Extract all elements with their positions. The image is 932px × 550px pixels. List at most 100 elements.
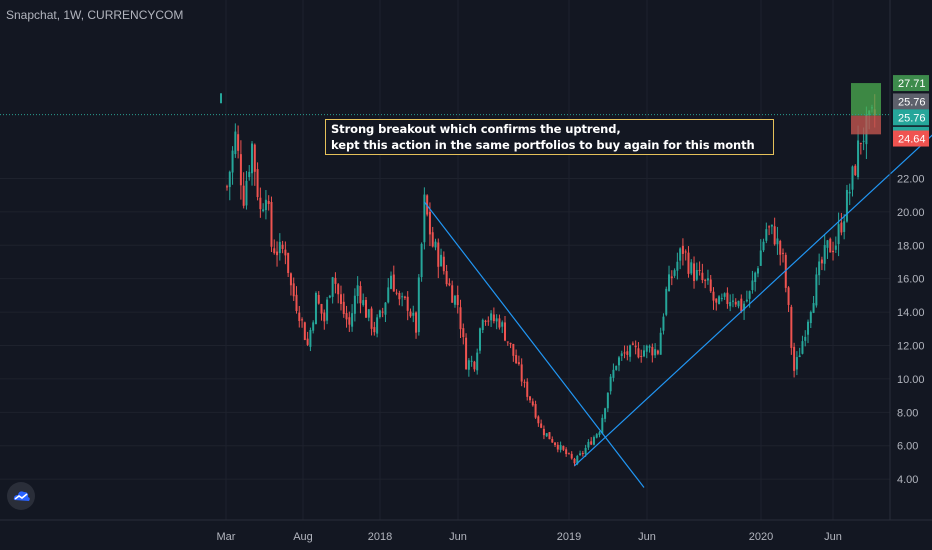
- price-axis[interactable]: 4.00 6.00 8.00 10.00 12.00 14.00 16.00 18.00 20.…: [897, 173, 925, 486]
- candle-body: [567, 453, 570, 455]
- loss-zone[interactable]: [851, 115, 881, 135]
- candle-body: [262, 209, 265, 212]
- price-tick-label: 6.00: [897, 441, 918, 453]
- candle-body: [673, 270, 676, 276]
- candle-body: [476, 352, 479, 371]
- candle-body: [465, 337, 468, 370]
- time-axis[interactable]: Mar Aug 2018 Jun 2019 Jun 2020 Jun: [217, 531, 842, 543]
- candle-body: [779, 240, 782, 255]
- time-tick-label: Aug: [293, 531, 313, 543]
- candle-body: [306, 338, 309, 345]
- candle-body: [498, 318, 501, 328]
- price-tick-label: 8.00: [897, 407, 918, 419]
- candle-body: [862, 140, 865, 142]
- candle-body: [520, 364, 523, 382]
- candle-body: [381, 311, 384, 313]
- candle-body: [798, 355, 801, 358]
- candle-body: [715, 298, 718, 303]
- candle-body: [367, 309, 370, 318]
- trendlines[interactable]: [423, 132, 932, 488]
- candle-body: [795, 357, 798, 370]
- candle-body: [398, 293, 401, 300]
- candle-body: [295, 294, 298, 312]
- candle-body: [484, 320, 487, 323]
- candle-body: [681, 245, 684, 254]
- candle-body: [323, 312, 326, 322]
- candle-body: [623, 352, 626, 354]
- candle-body: [595, 434, 598, 438]
- trendline[interactable]: [574, 132, 932, 467]
- long-position-tool[interactable]: [0, 83, 890, 135]
- candle-body: [545, 433, 548, 437]
- text-annotation[interactable]: Strong breakout which confirms the uptre…: [325, 119, 774, 155]
- last-price-tag: 25.76: [898, 112, 926, 124]
- time-tick-label: Jun: [638, 531, 656, 543]
- last-price-tag-bg: [893, 109, 929, 126]
- candle-body: [776, 238, 779, 245]
- candle-body: [787, 287, 790, 305]
- candle-body: [615, 365, 618, 370]
- candle-body: [348, 317, 351, 325]
- candle-body: [579, 453, 582, 456]
- price-tick-label: 12.00: [897, 341, 925, 353]
- candle-body: [523, 381, 526, 383]
- candle-body: [829, 238, 832, 253]
- candle-body: [756, 268, 759, 274]
- candle-body: [448, 283, 451, 286]
- candle-body: [231, 150, 234, 173]
- trendline[interactable]: [423, 201, 645, 488]
- candle-body: [654, 349, 657, 356]
- price-tick-label: 4.00: [897, 474, 918, 486]
- time-tick-label: 2019: [557, 531, 581, 543]
- reference-price-tag-bg: [893, 93, 929, 110]
- candle-body: [629, 345, 632, 357]
- candle-body: [695, 270, 698, 280]
- candle-body: [815, 274, 818, 306]
- candle-body: [270, 201, 273, 247]
- candle-body: [362, 300, 365, 305]
- candle-body: [267, 200, 270, 205]
- candle-body: [264, 199, 267, 211]
- candle-body: [784, 254, 787, 288]
- candle-body: [312, 322, 315, 331]
- candle-body: [529, 396, 532, 401]
- candle-body: [679, 248, 682, 261]
- candle-body: [395, 292, 398, 294]
- candle-body: [554, 442, 557, 445]
- candle-body: [309, 330, 312, 347]
- time-tick-label: Mar: [217, 531, 236, 543]
- candle-body: [573, 458, 576, 464]
- candle-body: [501, 322, 504, 327]
- candle-body: [314, 292, 317, 325]
- candle-body: [843, 221, 846, 232]
- candle-body: [670, 276, 673, 279]
- candle-body: [804, 336, 807, 341]
- tradingview-logo-icon[interactable]: [7, 482, 35, 510]
- candle-body: [740, 298, 743, 312]
- candle-body: [342, 301, 345, 314]
- candle-body: [328, 295, 331, 298]
- candle-body: [656, 350, 659, 354]
- candle-body: [562, 445, 565, 450]
- candle-body: [234, 131, 237, 155]
- candle-body: [659, 332, 662, 355]
- candle-body: [281, 244, 284, 249]
- candle-body: [353, 295, 356, 314]
- candle-body: [617, 357, 620, 366]
- candle-body: [598, 432, 601, 435]
- candle-body: [473, 361, 476, 370]
- candle-body: [684, 251, 687, 253]
- candle-body: [409, 311, 412, 317]
- candle-body: [848, 191, 851, 194]
- candle-body: [412, 312, 415, 316]
- annotation-line-2: kept this action in the same portfolios …: [331, 138, 755, 152]
- candle-body: [331, 277, 334, 297]
- candle-body: [337, 284, 340, 295]
- candle-body: [820, 259, 823, 264]
- price-tick-label: 10.00: [897, 374, 925, 386]
- candle-body: [726, 292, 729, 304]
- candle-body: [832, 250, 835, 253]
- profit-zone[interactable]: [851, 83, 881, 116]
- candle-body: [559, 445, 562, 450]
